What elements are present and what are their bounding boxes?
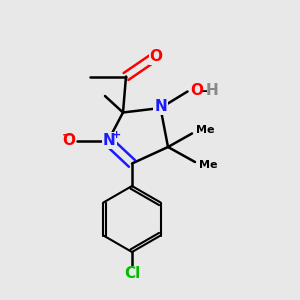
Text: −: − <box>61 128 72 142</box>
Text: H: H <box>206 83 219 98</box>
Text: N: N <box>154 99 167 114</box>
Text: -: - <box>201 84 207 98</box>
Text: N: N <box>103 133 116 148</box>
Text: Me: Me <box>199 160 217 170</box>
Text: +: + <box>112 130 121 140</box>
Text: O: O <box>62 133 75 148</box>
Text: Me: Me <box>196 125 214 136</box>
Text: Cl: Cl <box>124 266 140 281</box>
Text: O: O <box>190 83 203 98</box>
Text: O: O <box>149 49 163 64</box>
